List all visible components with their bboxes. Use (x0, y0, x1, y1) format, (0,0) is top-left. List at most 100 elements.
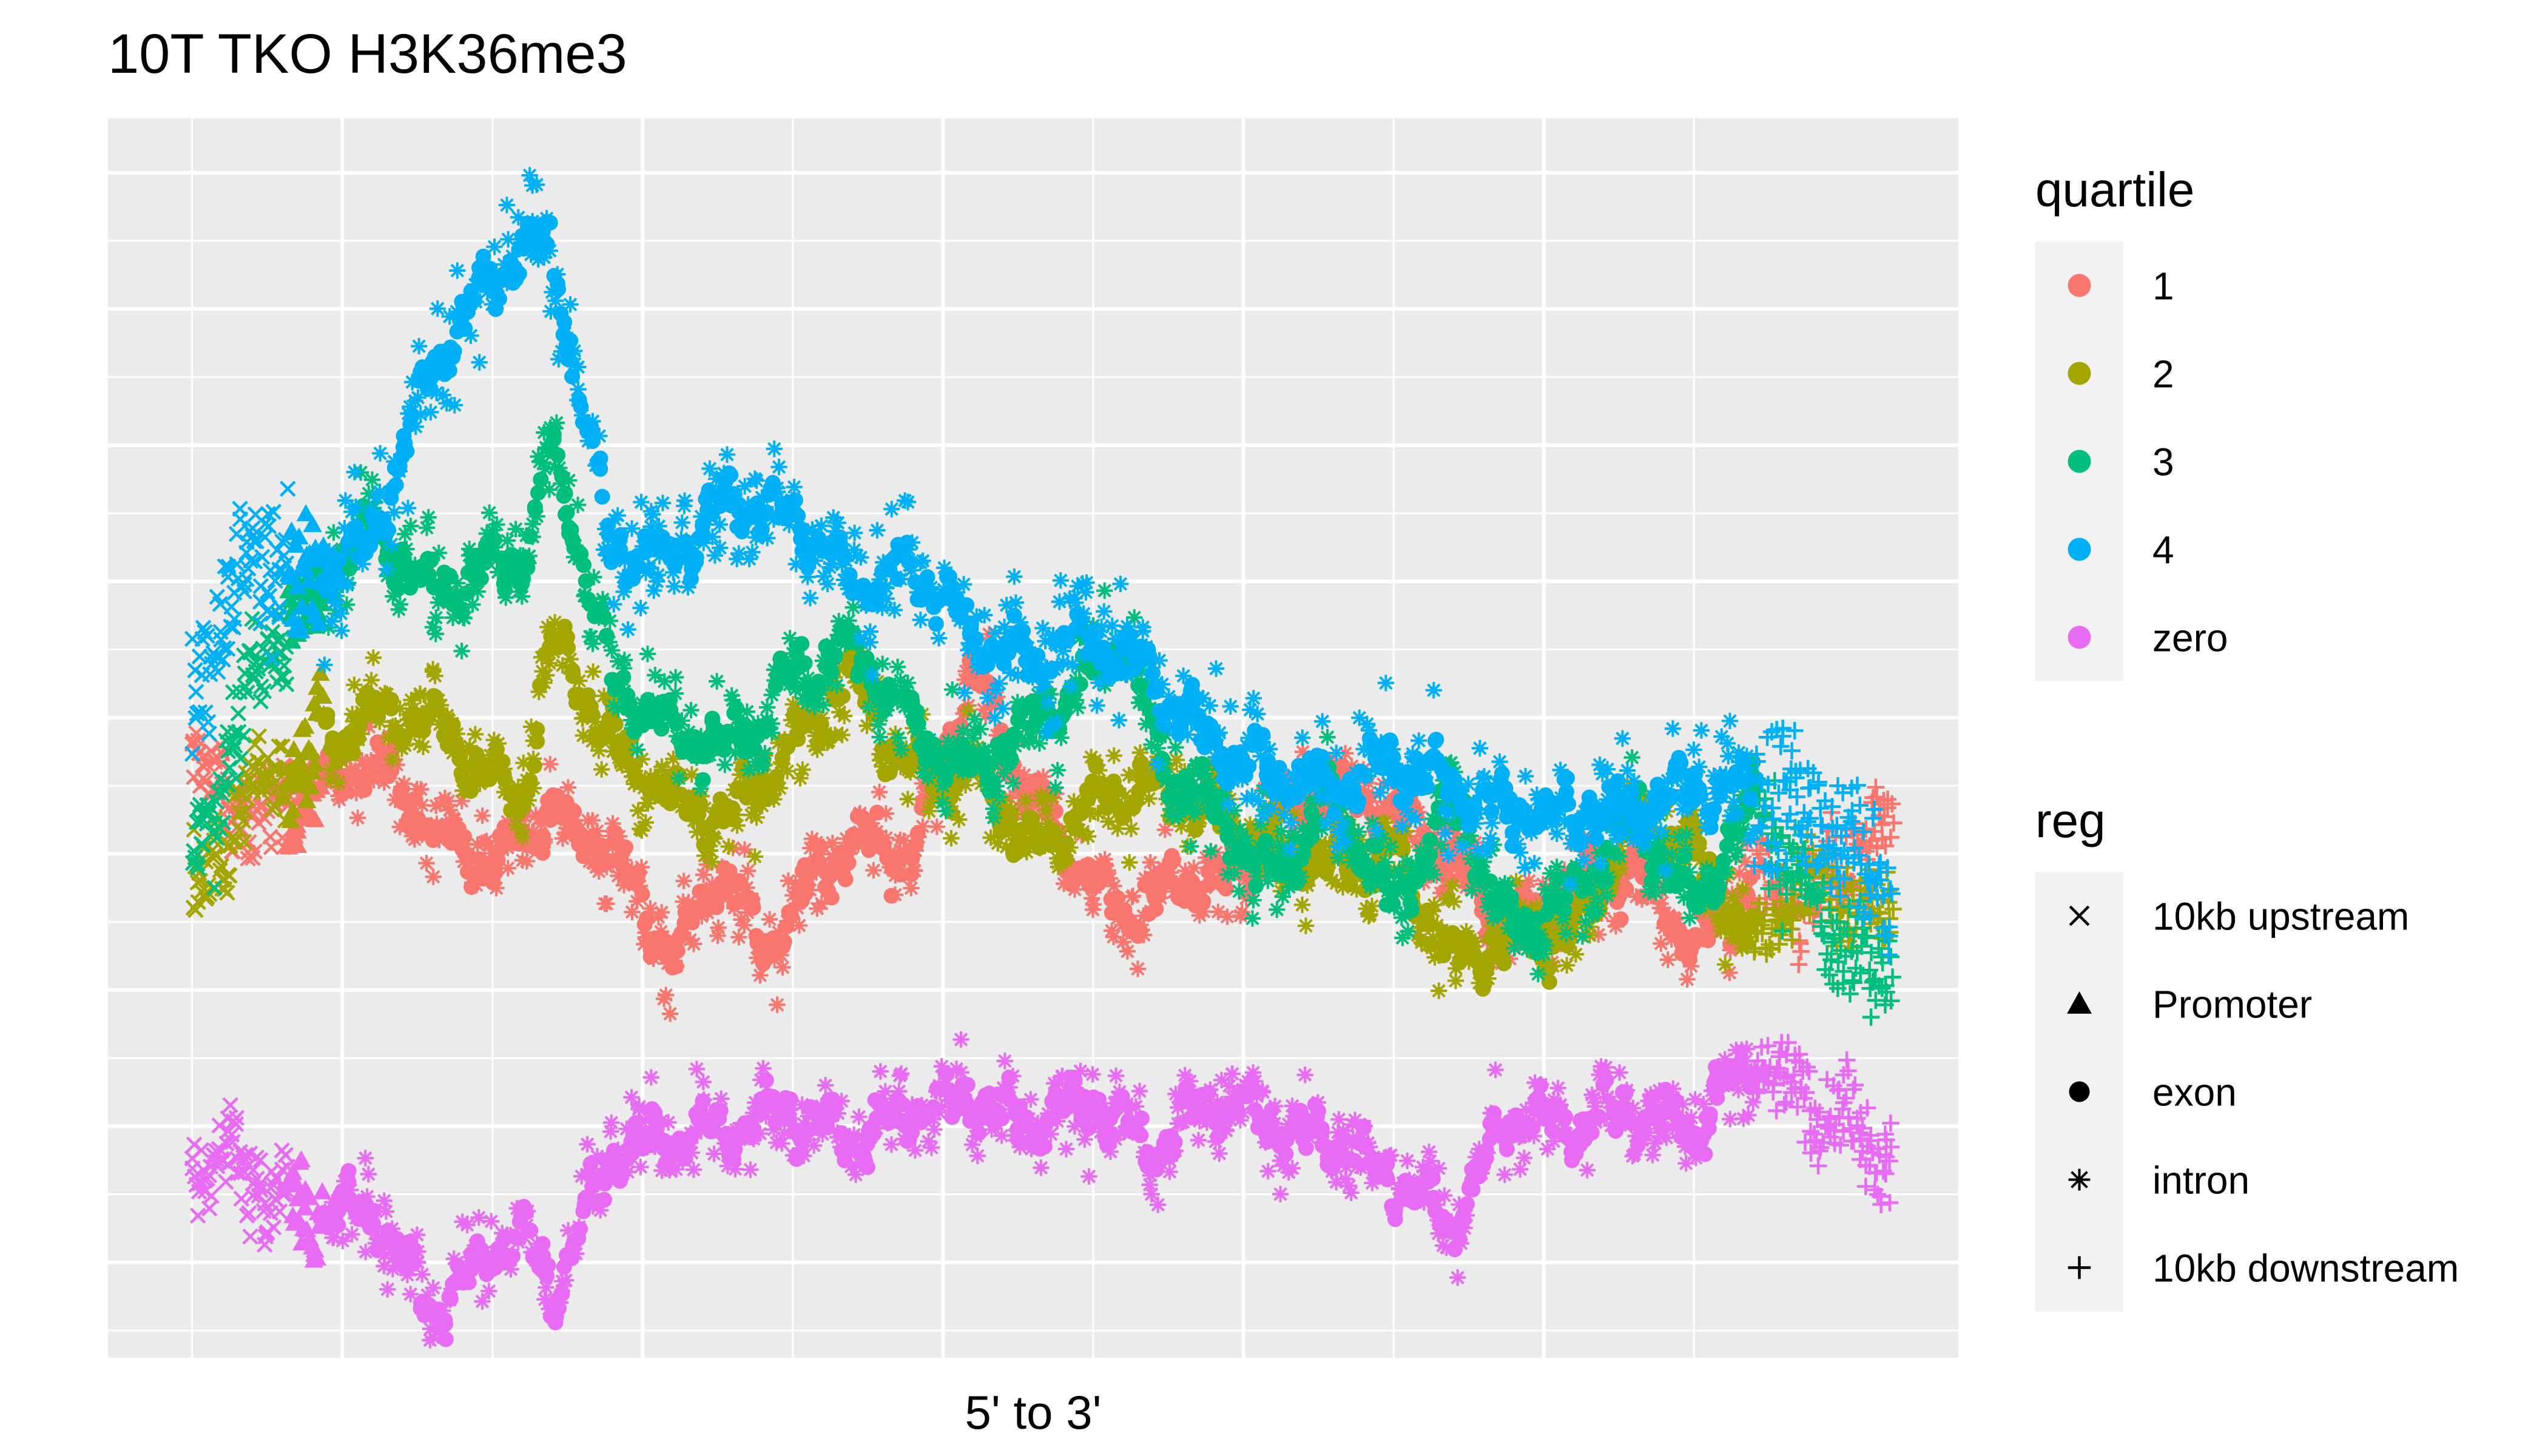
point (817, 858, 835, 875)
point (721, 863, 738, 880)
point (1659, 951, 1676, 968)
point (937, 803, 954, 820)
point (354, 752, 371, 769)
point (1053, 729, 1070, 746)
point (283, 801, 303, 818)
point (593, 761, 610, 778)
point (1121, 854, 1138, 871)
point (828, 676, 845, 694)
point (474, 807, 491, 824)
point (520, 792, 537, 809)
point (726, 900, 743, 917)
point (704, 528, 721, 545)
point (530, 811, 547, 827)
point (757, 745, 774, 762)
point (1005, 806, 1022, 823)
point (957, 777, 974, 794)
point (549, 266, 566, 283)
point (413, 781, 430, 798)
point (1016, 766, 1033, 783)
point (944, 681, 961, 698)
point (448, 831, 465, 848)
point (1607, 918, 1625, 935)
point (331, 791, 348, 808)
point (914, 818, 931, 835)
point (570, 359, 587, 376)
point (1103, 922, 1121, 939)
point (266, 798, 283, 815)
point (1031, 735, 1048, 752)
point (733, 911, 750, 928)
point (281, 811, 300, 828)
point (528, 176, 545, 193)
point (706, 830, 723, 847)
point (498, 197, 516, 214)
point (524, 828, 541, 845)
point (632, 599, 649, 616)
point (536, 831, 553, 848)
point (1069, 699, 1087, 716)
point (645, 950, 662, 967)
point (1611, 848, 1628, 865)
point (654, 494, 672, 511)
point (618, 839, 634, 855)
point (488, 516, 505, 533)
point (518, 852, 535, 870)
point (728, 700, 744, 716)
point (989, 688, 1006, 706)
point (533, 815, 550, 832)
point (1529, 965, 1546, 983)
point (528, 508, 545, 525)
point (877, 805, 895, 822)
point (675, 872, 692, 889)
point (559, 505, 575, 521)
point (1382, 838, 1400, 855)
point (1245, 892, 1262, 909)
point (780, 872, 797, 889)
point (566, 342, 583, 360)
point (1875, 807, 1893, 826)
point (562, 296, 579, 313)
point (724, 840, 741, 857)
point (1049, 761, 1066, 779)
point (581, 853, 598, 870)
point (903, 880, 920, 897)
point (774, 959, 791, 976)
point (1233, 904, 1250, 921)
point (988, 778, 1005, 795)
point (889, 658, 906, 675)
point (1099, 862, 1116, 879)
point (1005, 775, 1022, 792)
point (1096, 582, 1113, 599)
point (305, 755, 325, 772)
point (670, 770, 687, 787)
point (1589, 902, 1607, 919)
point (1730, 906, 1747, 923)
point (1110, 909, 1127, 926)
point (554, 809, 572, 826)
point (607, 716, 624, 733)
point (1195, 893, 1212, 909)
point (615, 877, 633, 894)
point (369, 736, 386, 753)
point (1677, 826, 1695, 843)
point (1079, 828, 1097, 845)
point (655, 990, 673, 1008)
point (972, 721, 989, 738)
point (383, 536, 400, 553)
point (1202, 843, 1219, 860)
point (1676, 848, 1693, 864)
point (823, 889, 840, 906)
point (789, 899, 806, 917)
point (1363, 897, 1381, 915)
point (1167, 739, 1184, 756)
point (1548, 858, 1565, 875)
point (857, 828, 874, 845)
point (899, 674, 916, 692)
point (815, 838, 832, 855)
point (1343, 758, 1360, 775)
point (333, 622, 350, 639)
point (1518, 878, 1535, 895)
point (323, 770, 340, 788)
point (1590, 926, 1607, 943)
